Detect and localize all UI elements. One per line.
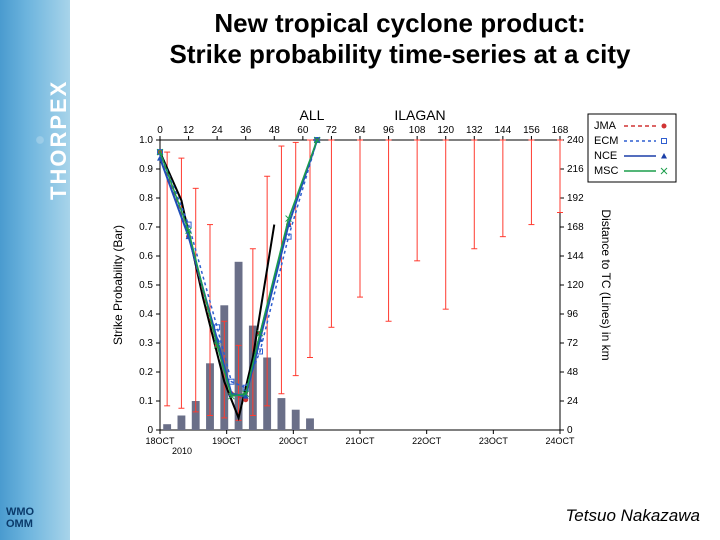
- svg-text:23OCT: 23OCT: [479, 436, 509, 446]
- svg-text:2010: 2010: [172, 446, 192, 456]
- svg-text:0: 0: [567, 425, 573, 436]
- svg-text:1.0: 1.0: [139, 135, 153, 146]
- org-line1: WMO: [6, 506, 34, 518]
- svg-text:20OCT: 20OCT: [279, 436, 309, 446]
- svg-text:JMA: JMA: [594, 120, 617, 132]
- svg-text:120: 120: [437, 125, 454, 136]
- svg-text:36: 36: [240, 125, 252, 136]
- svg-text:120: 120: [567, 280, 584, 291]
- page-title: New tropical cyclone product: Strike pro…: [100, 8, 700, 70]
- svg-text:0.5: 0.5: [139, 280, 153, 291]
- svg-text:24OCT: 24OCT: [545, 436, 575, 446]
- svg-text:ECM: ECM: [594, 135, 618, 147]
- svg-text:0.9: 0.9: [139, 164, 153, 175]
- svg-text:0.1: 0.1: [139, 396, 153, 407]
- svg-text:0.4: 0.4: [139, 309, 153, 320]
- svg-text:18OCT: 18OCT: [145, 436, 175, 446]
- svg-text:144: 144: [495, 125, 512, 136]
- svg-text:0.8: 0.8: [139, 193, 153, 204]
- org-label: WMO OMM: [6, 506, 34, 530]
- svg-text:0: 0: [157, 125, 163, 136]
- svg-text:96: 96: [383, 125, 395, 136]
- svg-text:NCE: NCE: [594, 150, 617, 162]
- org-line2: OMM: [6, 518, 34, 530]
- svg-text:48: 48: [567, 367, 579, 378]
- svg-text:60: 60: [297, 125, 309, 136]
- title-line1: New tropical cyclone product:: [100, 8, 700, 39]
- svg-text:0: 0: [147, 425, 153, 436]
- svg-text:132: 132: [466, 125, 483, 136]
- brand-logo: THORPEX: [46, 80, 72, 200]
- svg-text:108: 108: [409, 125, 426, 136]
- svg-text:19OCT: 19OCT: [212, 436, 242, 446]
- svg-text:21OCT: 21OCT: [345, 436, 375, 446]
- svg-text:0.2: 0.2: [139, 367, 153, 378]
- svg-text:240: 240: [567, 135, 584, 146]
- svg-text:72: 72: [567, 338, 579, 349]
- svg-text:22OCT: 22OCT: [412, 436, 442, 446]
- svg-text:12: 12: [183, 125, 195, 136]
- svg-text:84: 84: [354, 125, 366, 136]
- svg-text:MSC: MSC: [594, 165, 619, 177]
- strike-prob-chart: 0 12 24 36 48 60 72 84 96 108 120 132 144 156 168 ALL IL…: [100, 110, 680, 480]
- svg-text:24: 24: [212, 125, 224, 136]
- svg-text:48: 48: [269, 125, 281, 136]
- svg-text:96: 96: [567, 309, 579, 320]
- svg-text:0.3: 0.3: [139, 338, 153, 349]
- svg-text:24: 24: [567, 396, 579, 407]
- svg-text:0.6: 0.6: [139, 251, 153, 262]
- brand-sidebar: THORPEX WMO OMM: [0, 0, 70, 540]
- author-credit: Tetsuo Nakazawa: [565, 506, 700, 526]
- svg-text:Distance to TC (Lines) in km: Distance to TC (Lines) in km: [599, 209, 613, 360]
- svg-text:156: 156: [523, 125, 540, 136]
- svg-text:0.7: 0.7: [139, 222, 153, 233]
- svg-text:72: 72: [326, 125, 338, 136]
- svg-text:192: 192: [567, 193, 584, 204]
- svg-text:168: 168: [567, 222, 584, 233]
- title-line2: Strike probability time-series at a city: [100, 39, 700, 70]
- svg-text:144: 144: [567, 251, 584, 262]
- svg-text:ILAGAN: ILAGAN: [394, 110, 445, 123]
- svg-text:ALL: ALL: [300, 110, 325, 123]
- svg-text:216: 216: [567, 164, 584, 175]
- svg-text:Strike Probability (Bar): Strike Probability (Bar): [111, 225, 125, 345]
